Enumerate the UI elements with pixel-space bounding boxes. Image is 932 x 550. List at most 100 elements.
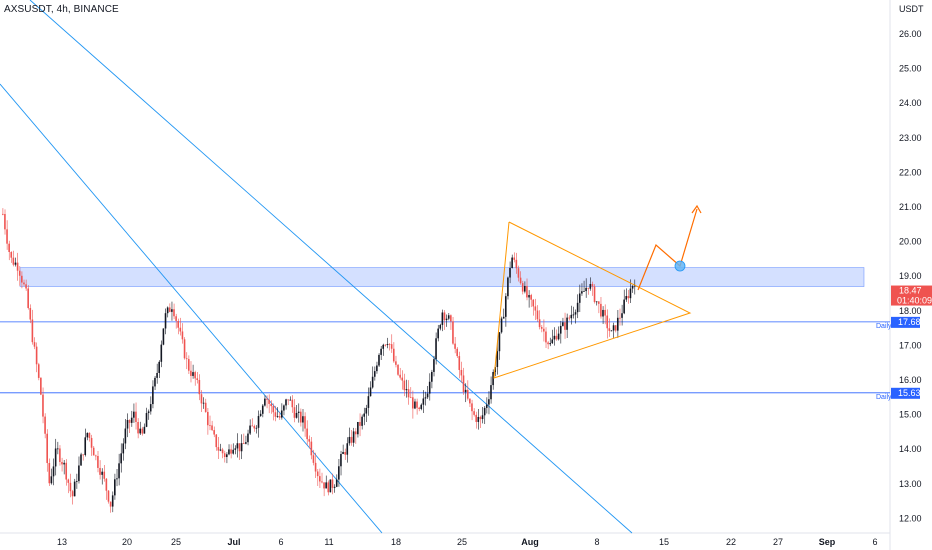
- candle-body: [597, 301, 600, 304]
- time-axis[interactable]: 13 20 25 Jul 6 11 18 25 Aug 8 15 22 27 Sep 6: [57, 537, 878, 547]
- candle-body: [21, 275, 23, 283]
- candle-body: [521, 283, 524, 292]
- candle-body: [329, 479, 332, 493]
- candle-body: [403, 380, 406, 391]
- candle-body: [198, 379, 201, 395]
- candle-body: [215, 434, 218, 448]
- candle-body: [40, 377, 42, 395]
- candle-body: [114, 479, 116, 496]
- candle-body: [274, 412, 277, 417]
- candle-body: [120, 453, 122, 464]
- candle-body: [202, 402, 205, 404]
- trendline-lower[interactable]: [0, 83, 383, 534]
- retest-marker[interactable]: [674, 260, 686, 272]
- projection-path[interactable]: [637, 208, 698, 291]
- candle-body: [365, 407, 368, 414]
- candle-body: [164, 313, 167, 329]
- candle-body: [614, 325, 617, 331]
- candle-body: [59, 448, 61, 462]
- candle-body: [133, 411, 135, 418]
- candle-body: [479, 416, 482, 420]
- candle-body: [118, 463, 120, 479]
- candle-body: [397, 364, 399, 375]
- candle-body: [496, 351, 499, 368]
- candle-body: [475, 414, 477, 422]
- candle-body: [75, 481, 78, 482]
- candle-body: [316, 471, 319, 477]
- candle-body: [321, 481, 323, 483]
- candle-body: [223, 453, 226, 458]
- candle-body: [304, 416, 306, 429]
- candle-body: [29, 308, 32, 320]
- candle-body: [367, 396, 370, 408]
- candle-body: [190, 370, 192, 376]
- candle-body: [183, 339, 186, 359]
- time-tick-label: 22: [726, 537, 736, 547]
- candle-body: [268, 399, 270, 404]
- candle-body: [90, 437, 93, 448]
- price-axis-unit: USDT: [899, 4, 924, 14]
- candle-body: [595, 301, 598, 303]
- time-tick-label: 13: [57, 537, 67, 547]
- candle-body: [437, 328, 439, 339]
- candle-body: [589, 284, 592, 289]
- candle-body: [217, 447, 220, 451]
- candle-body: [346, 443, 349, 455]
- candle-body: [299, 411, 302, 423]
- candle-body: [251, 425, 253, 427]
- candle-body: [492, 372, 494, 386]
- price-axis[interactable]: USDT 26.00 25.00 24.00 23.00 22.00 21.00 20.00…: [899, 4, 924, 523]
- candle-body: [297, 411, 300, 414]
- candle-body: [27, 288, 29, 309]
- candle-body: [238, 443, 241, 452]
- candle-body: [211, 425, 213, 431]
- candle-body: [612, 325, 615, 331]
- candle-body: [450, 315, 452, 322]
- candle-body: [606, 315, 609, 329]
- candle-body: [534, 306, 537, 311]
- candle-body: [147, 411, 150, 414]
- candle-body: [293, 407, 296, 418]
- candle-body: [287, 399, 289, 401]
- candle-body: [105, 478, 108, 491]
- candle-body: [173, 309, 175, 317]
- candle-body: [469, 398, 471, 404]
- candle-body: [8, 243, 10, 253]
- time-tick-label: Jul: [227, 537, 240, 547]
- time-tick-label: 11: [324, 537, 333, 547]
- candle-body: [128, 420, 131, 423]
- candle-body: [426, 393, 429, 398]
- candle-body: [344, 451, 346, 455]
- symbol-legend[interactable]: AXSUSDT, 4h, BINANCE: [4, 4, 119, 15]
- candle-body: [553, 335, 556, 340]
- candle-body: [515, 259, 518, 269]
- candle-body: [158, 361, 160, 373]
- candle-body: [604, 309, 606, 316]
- candle-body: [350, 436, 353, 443]
- candle-body: [181, 331, 184, 340]
- daily-level-upper-value: 17.68: [898, 317, 921, 327]
- candle-body: [196, 378, 199, 380]
- candle-body: [166, 307, 169, 314]
- candle-body: [31, 319, 34, 343]
- candle-body: [439, 324, 442, 329]
- trendline-upper[interactable]: [29, 0, 633, 534]
- resistance-zone[interactable]: [19, 267, 865, 287]
- candle-body: [325, 482, 327, 489]
- candle-countdown: 01:40:09: [897, 296, 932, 306]
- candle-body: [523, 285, 526, 292]
- candle-body: [566, 317, 568, 330]
- candle-body: [477, 416, 480, 422]
- price-tick-label: 24.00: [899, 98, 922, 108]
- triangle-pattern[interactable]: [493, 221, 692, 379]
- price-tick-label: 13.00: [899, 479, 922, 489]
- candle-body: [302, 416, 304, 423]
- candle-body: [333, 486, 336, 488]
- candle-body: [363, 413, 365, 417]
- candle-body: [547, 342, 549, 345]
- candle-body: [411, 397, 414, 409]
- candle-body: [633, 285, 636, 287]
- time-tick-label: 20: [122, 537, 132, 547]
